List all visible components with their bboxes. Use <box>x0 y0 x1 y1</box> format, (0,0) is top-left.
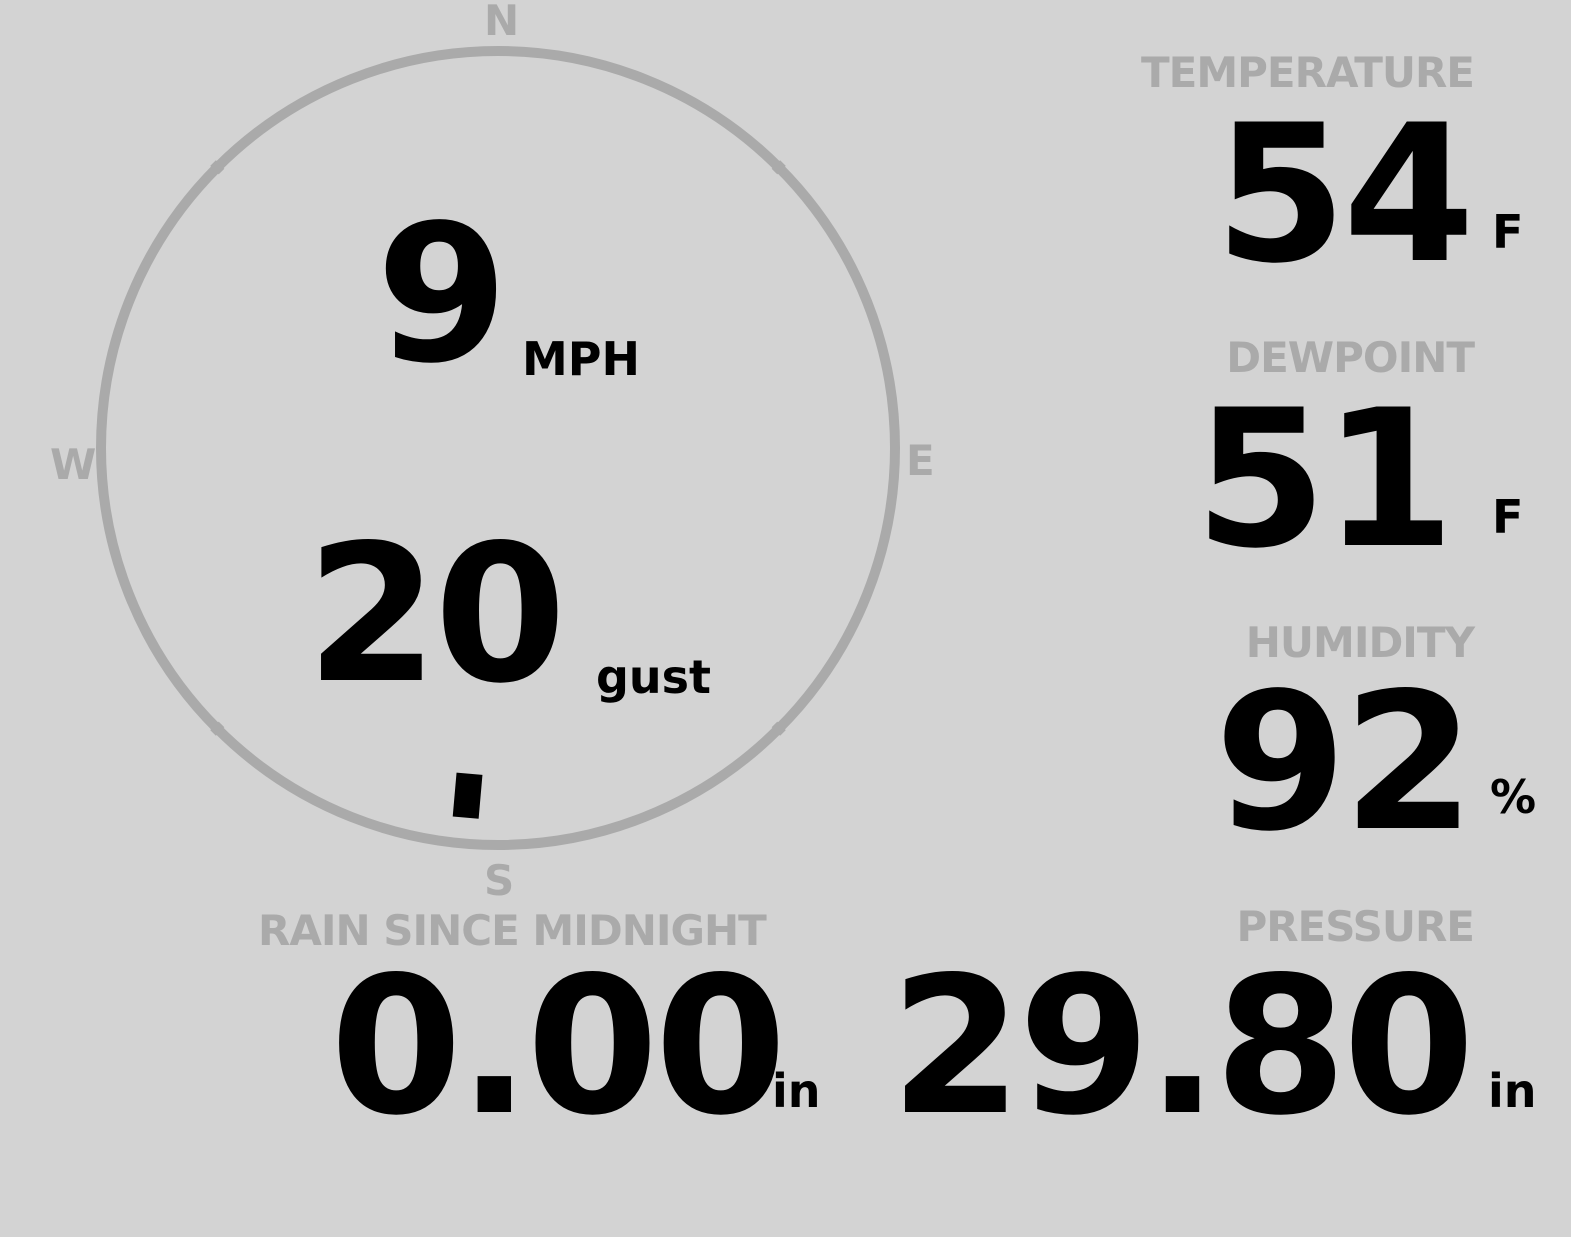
temperature-value: 54 <box>1214 84 1475 305</box>
compass-ring <box>96 46 900 850</box>
wind-gust-value: 20 <box>306 504 566 725</box>
wind-direction-needle <box>452 772 483 819</box>
compass-tick <box>771 721 786 736</box>
compass-north: N <box>484 0 520 45</box>
rain-label: RAIN SINCE MIDNIGHT <box>258 906 767 955</box>
dewpoint-label: DEWPOINT <box>1226 333 1475 382</box>
dewpoint-unit: F <box>1492 490 1524 544</box>
compass-east: E <box>906 436 935 485</box>
compass-tick <box>210 160 225 175</box>
dewpoint-value: 51 <box>1194 369 1455 590</box>
pressure-unit: in <box>1488 1064 1537 1118</box>
wind-speed-value: 9 <box>376 184 508 405</box>
compass-west: W <box>50 440 97 489</box>
rain-unit: in <box>772 1064 821 1118</box>
humidity-unit: % <box>1490 770 1537 824</box>
compass-tick <box>210 721 225 736</box>
compass-tick <box>771 160 786 175</box>
pressure-label: PRESSURE <box>1236 902 1475 951</box>
humidity-label: HUMIDITY <box>1245 618 1475 667</box>
compass-south: S <box>484 856 515 905</box>
wind-speed-unit: MPH <box>522 332 640 386</box>
temperature-unit: F <box>1492 205 1524 259</box>
rain-value: 0.00 <box>330 936 787 1157</box>
pressure-value: 29.80 <box>890 936 1475 1157</box>
temperature-label: TEMPERATURE <box>1141 48 1475 97</box>
wind-gust-unit: gust <box>596 650 712 704</box>
humidity-value: 92 <box>1214 652 1475 873</box>
